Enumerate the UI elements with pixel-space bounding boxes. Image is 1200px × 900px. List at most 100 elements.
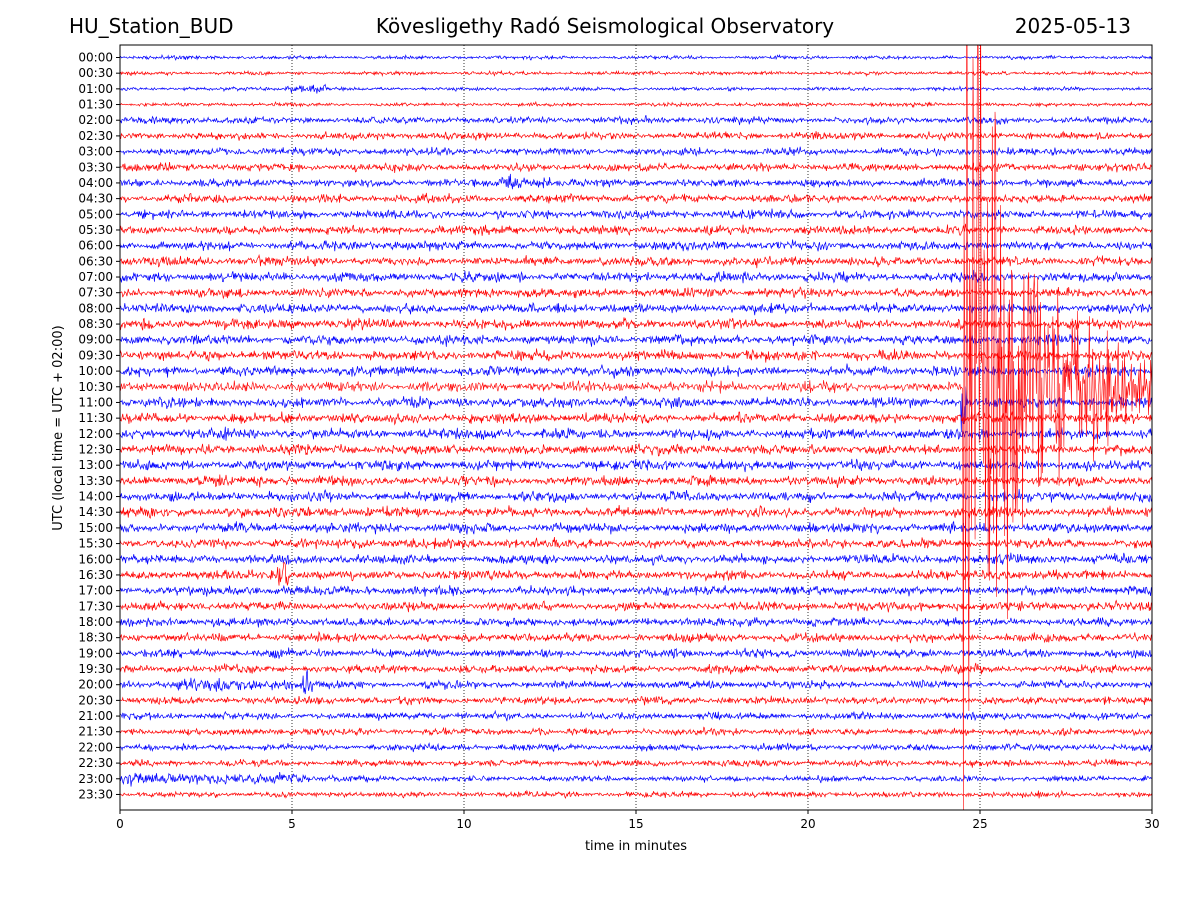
trace-2030 [120,695,1152,706]
y-tick-label: 17:30 [78,599,113,613]
trace-1500 [120,520,1152,535]
trace-1330 [120,474,1152,488]
x-tick-label: 10 [456,817,471,831]
y-tick-label: 05:30 [78,223,113,237]
trace-1030 [120,45,1152,810]
trace-2130 [120,726,1152,737]
y-tick-label: 10:00 [78,364,113,378]
y-tick-label: 11:30 [78,411,113,425]
y-axis-label: UTC (local time = UTC + 02:00) [51,325,66,530]
x-tick-label: 15 [628,817,643,831]
y-tick-label: 04:30 [78,192,113,206]
y-tick-label: 01:30 [78,98,113,112]
x-tick-label: 0 [116,817,124,831]
trace-1930 [120,662,1152,675]
y-tick-label: 15:00 [78,521,113,535]
y-tick-label: 23:30 [78,787,113,801]
trace-1800 [120,616,1152,628]
y-tick-label: 06:30 [78,254,113,268]
y-tick-label: 13:30 [78,474,113,488]
trace-2230 [120,758,1152,768]
trace-1830 [120,630,1152,644]
trace-0700 [120,269,1152,284]
y-tick-label: 06:00 [78,239,113,253]
x-axis-label: time in minutes [585,839,687,854]
y-tick-label: 02:30 [78,129,113,143]
y-tick-label: 02:00 [78,113,113,127]
y-tick-label: 10:30 [78,380,113,394]
y-tick-label: 11:00 [78,395,113,409]
trace-0800 [120,301,1152,316]
y-tick-label: 00:30 [78,66,113,80]
trace-2000 [120,669,1152,695]
y-tick-label: 23:00 [78,772,113,786]
y-tick-label: 20:30 [78,693,113,707]
y-tick-label: 16:30 [78,568,113,582]
trace-0300 [120,146,1152,157]
y-tick-label: 12:30 [78,443,113,457]
y-tick-label: 08:30 [78,317,113,331]
y-tick-label: 19:30 [78,662,113,676]
y-tick-label: 22:00 [78,740,113,754]
trace-1000 [120,363,1152,379]
trace-1400 [120,488,1152,504]
y-tick-label: 09:30 [78,348,113,362]
x-tick-label: 20 [800,817,815,831]
y-tick-label: 21:00 [78,709,113,723]
trace-0100 [120,83,1152,94]
trace-2330 [120,789,1152,800]
date-title: 2025-05-13 [1014,14,1131,38]
trace-2200 [120,742,1152,753]
x-tick-label: 5 [288,817,296,831]
observatory-title: Kövesligethy Radó Seismological Observat… [375,14,835,38]
y-tick-label: 14:00 [78,490,113,504]
grid [291,45,981,810]
y-tick-label: 03:30 [78,160,113,174]
y-tick-label: 01:00 [78,82,113,96]
trace-1300 [120,458,1152,473]
trace-1600 [120,552,1152,566]
trace-1200 [120,426,1152,442]
y-tick-label: 18:00 [78,615,113,629]
y-tick-label: 16:00 [78,552,113,566]
y-tick-label: 22:30 [78,756,113,770]
y-tick-label: 07:30 [78,286,113,300]
y-tick-label: 19:00 [78,646,113,660]
y-tick-label: 09:00 [78,333,113,347]
x-tick-label: 25 [972,817,987,831]
y-tick-label: 08:00 [78,301,113,315]
trace-0830 [120,317,1152,331]
trace-1430 [120,504,1152,519]
trace-1630 [120,562,1152,586]
trace-1530 [120,536,1152,550]
traces [120,45,1152,810]
y-tick-label: 03:00 [78,145,113,159]
trace-1900 [120,647,1152,660]
y-tick-label: 07:00 [78,270,113,284]
trace-0000 [120,53,1152,61]
trace-1230 [120,442,1152,457]
x-axis: 0 5 10 15 20 25 30 [116,810,1160,831]
y-tick-label: 15:30 [78,537,113,551]
trace-2100 [120,709,1152,722]
trace-1730 [120,599,1152,613]
x-tick-label: 30 [1144,817,1159,831]
trace-0030 [120,69,1152,77]
y-tick-label: 17:00 [78,584,113,598]
trace-1700 [120,584,1152,597]
y-tick-label: 18:30 [78,631,113,645]
y-tick-label: 14:30 [78,505,113,519]
y-tick-label: 04:00 [78,176,113,190]
trace-1100 [120,386,1152,433]
trace-2300 [120,771,1152,787]
y-tick-label: 20:00 [78,678,113,692]
y-tick-label: 00:00 [78,51,113,65]
station-title: HU_Station_BUD [69,14,234,38]
trace-1130 [120,411,1152,426]
y-tick-label: 13:00 [78,458,113,472]
y-tick-label: 21:30 [78,725,113,739]
y-tick-label: 05:00 [78,207,113,221]
y-tick-label: 12:00 [78,427,113,441]
